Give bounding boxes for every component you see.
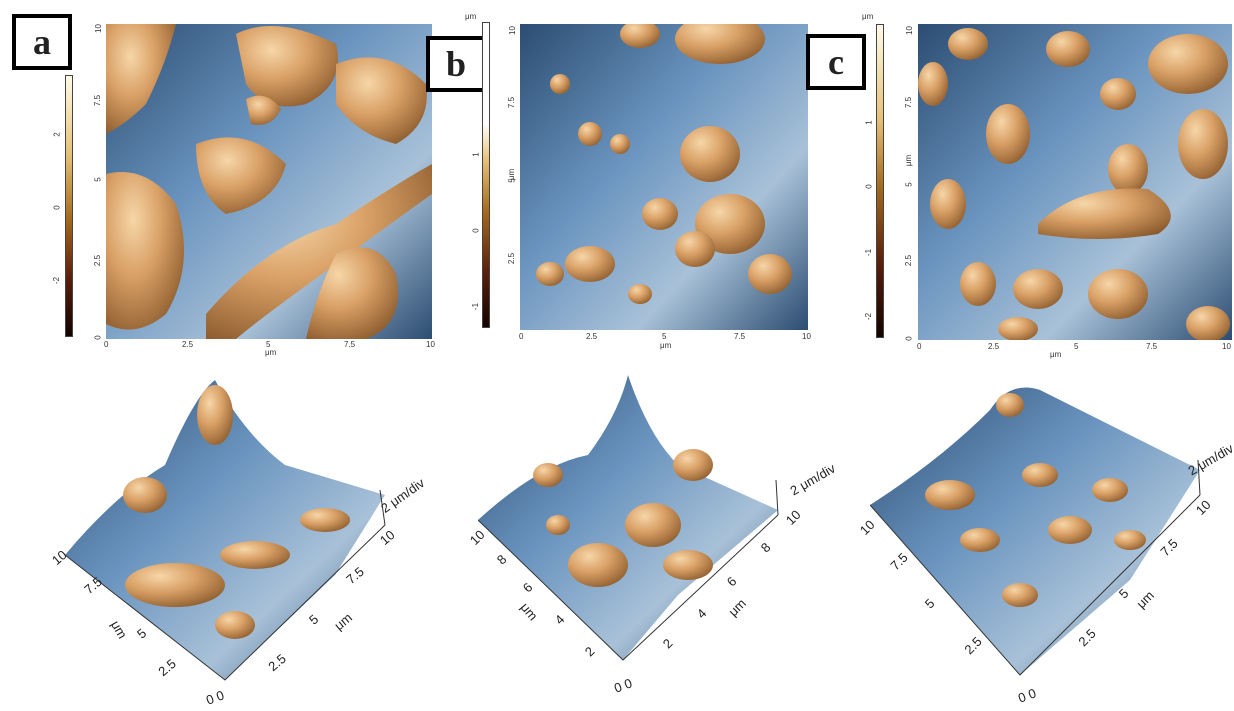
colorbar-b-unit: μm: [465, 12, 477, 21]
map-c-ytick: 10: [904, 26, 914, 35]
panel-label-a: a: [12, 14, 72, 70]
colorbar-c-tick: 0: [864, 184, 874, 189]
map-a-ytick: 0: [93, 335, 103, 340]
map-c-xunit: μm: [1050, 350, 1062, 359]
map-b-xtick: 5: [662, 332, 667, 341]
colorbar-c-tick: -2: [864, 312, 874, 321]
afm-height-map-a: [106, 24, 432, 339]
map-b-xtick: 10: [802, 332, 811, 341]
colorbar-c-tick: 1: [864, 120, 874, 125]
map-a-ytick: 2.5: [93, 254, 103, 267]
afm-3d-view-b: [478, 375, 779, 661]
map-c-xtick: 5: [1074, 342, 1079, 351]
map-a-ytick: 7.5: [93, 94, 103, 107]
map-c-yunit: μm: [904, 154, 914, 167]
origin-3d-c: 0 0: [1015, 685, 1039, 706]
map-b-ytick: 5: [507, 178, 517, 183]
colorbar-b: [482, 22, 490, 328]
map-c-xtick: 0: [917, 342, 922, 351]
map-b-xtick: 7.5: [734, 332, 746, 341]
map-a-xtick: 2.5: [182, 340, 194, 349]
map-b-ytick: 2.5: [507, 252, 517, 265]
colorbar-a-tick: -2: [52, 276, 62, 285]
map-c-xtick: 2.5: [988, 342, 1000, 351]
map-b-xtick: 2.5: [586, 332, 598, 341]
colorbar-a-tick: 2: [52, 132, 62, 137]
colorbar-c-unit: μm: [862, 12, 874, 21]
origin-3d-a: 0 0: [203, 687, 227, 708]
origin-3d-b: 0 0: [611, 675, 635, 696]
map-b-xtick: 0: [519, 332, 524, 341]
afm-3d-view-a: [64, 380, 386, 681]
panel-label-b: b: [426, 36, 486, 92]
map-c-ytick: 7.5: [904, 96, 914, 109]
colorbar-b-tick: 1: [471, 152, 481, 157]
map-a-ytick: 5: [93, 177, 103, 182]
panel-label-c: c: [806, 34, 866, 90]
map-c-ytick: 2.5: [904, 254, 914, 267]
afm-height-map-b: [520, 24, 808, 330]
map-b-ytick: 7.5: [507, 96, 517, 109]
afm-3d-view-c: [870, 387, 1201, 676]
colorbar-b-tick: -1: [471, 302, 481, 311]
map-c-xtick: 10: [1222, 342, 1231, 351]
colorbar-c-tick: -1: [864, 248, 874, 257]
map-a-xtick: 5: [266, 340, 271, 349]
map-c-ytick: 5: [904, 182, 914, 187]
map-a-xtick: 7.5: [344, 340, 356, 349]
colorbar-a-tick: 0: [52, 205, 62, 210]
colorbar-a: [65, 75, 73, 337]
map-a-xunit: μm: [265, 348, 277, 357]
colorbar-b-tick: 0: [471, 228, 481, 233]
map-a-ytick: 10: [93, 24, 103, 33]
map-a-xtick: 10: [426, 340, 435, 349]
map-c-xtick: 7.5: [1146, 342, 1158, 351]
colorbar-c: [876, 24, 884, 338]
map-b-xunit: μm: [660, 341, 672, 350]
map-a-xtick: 0: [104, 340, 109, 349]
afm-height-map-c: [918, 24, 1232, 340]
map-b-ytick: 10: [507, 26, 517, 35]
map-c-ytick: 0: [904, 336, 914, 341]
